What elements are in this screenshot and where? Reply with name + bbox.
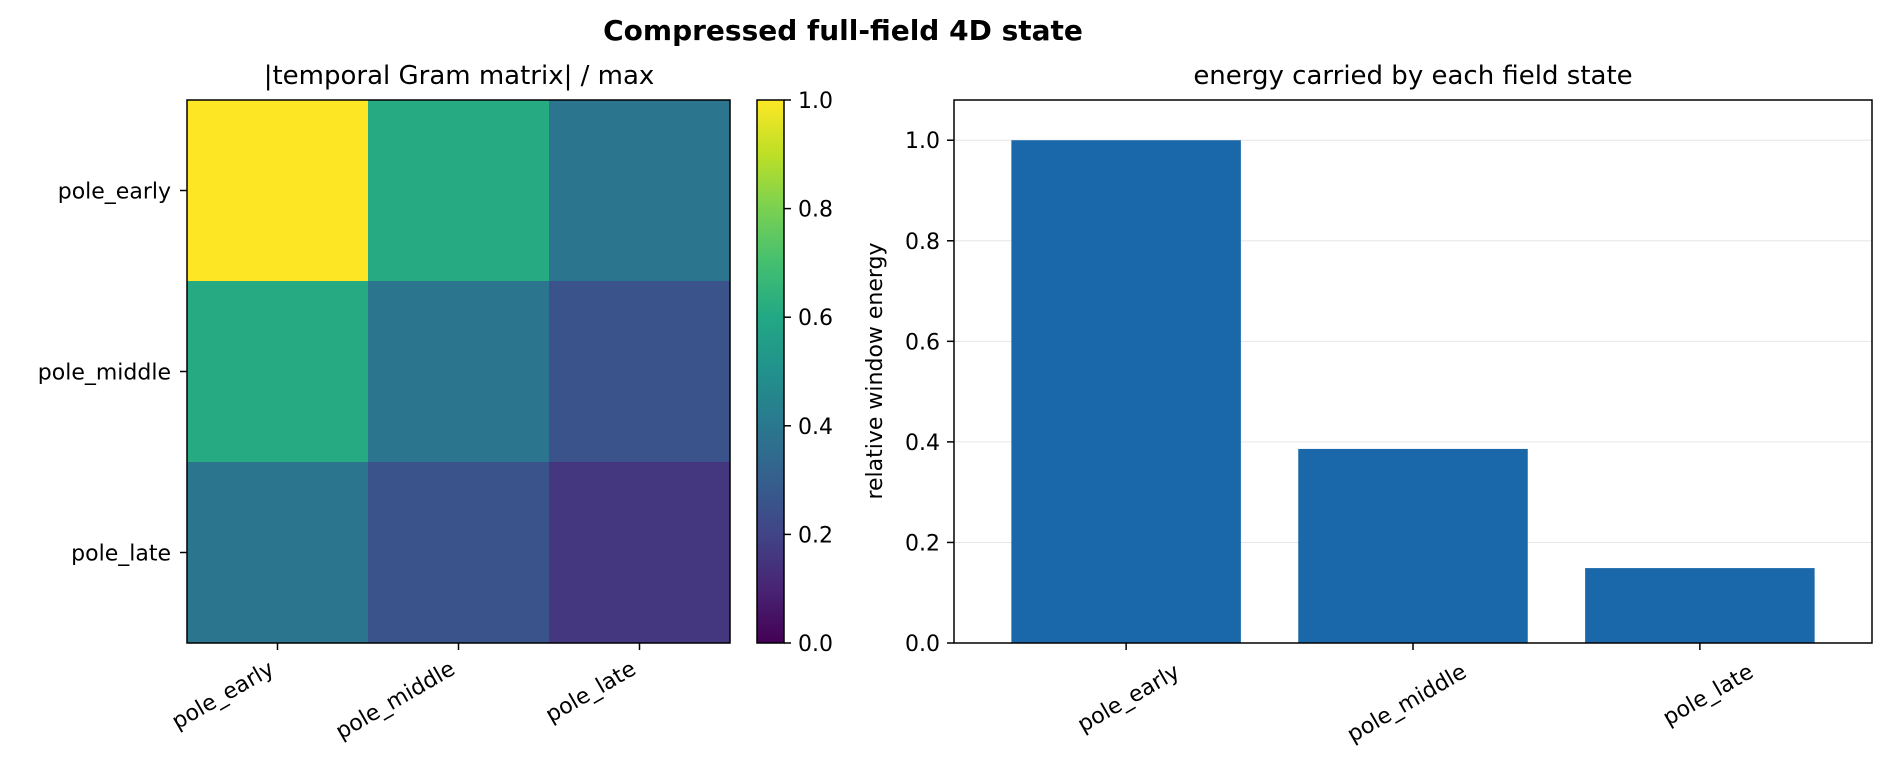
heatmap-x-tick-label: pole_early bbox=[168, 657, 279, 735]
heatmap-cell bbox=[187, 100, 369, 282]
energy-bar bbox=[1298, 448, 1528, 643]
colorbar: 0.0 0.2 0.4 0.6 0.8 1.0 bbox=[756, 89, 833, 657]
heatmap-x-tick-label: pole_middle bbox=[332, 657, 460, 745]
bar-series bbox=[1011, 140, 1815, 643]
heatmap-y-tick-label: pole_late bbox=[71, 542, 171, 567]
heatmap-cell bbox=[368, 281, 550, 463]
heatmap-cell bbox=[368, 462, 550, 644]
heatmap-y-ticks: pole_early pole_middle pole_late bbox=[38, 180, 187, 567]
colorbar-ticks: 0.0 0.2 0.4 0.6 0.8 1.0 bbox=[784, 89, 833, 657]
colorbar-tick-label: 0.0 bbox=[798, 632, 833, 657]
colorbar-tick-label: 0.4 bbox=[798, 415, 833, 440]
bar-chart-title: energy carried by each field state bbox=[1193, 61, 1632, 91]
heatmap-y-tick-label: pole_early bbox=[58, 180, 171, 205]
colorbar-gradient bbox=[756, 99, 785, 644]
heatmap-cell bbox=[187, 281, 369, 463]
bar-y-ticks: 0.0 0.2 0.4 0.6 0.8 1.0 bbox=[905, 129, 954, 657]
colorbar-tick-label: 0.6 bbox=[798, 306, 833, 331]
colorbar-tick-label: 0.8 bbox=[798, 198, 833, 223]
heatmap-cell bbox=[549, 100, 731, 282]
figure-title: Compressed full-field 4D state bbox=[603, 14, 1083, 47]
bar-y-axis-label: relative window energy bbox=[863, 242, 888, 499]
bar-y-tick-label: 0.0 bbox=[905, 632, 940, 657]
energy-bar-panel: energy carried by each field state 0.00.… bbox=[863, 61, 1873, 748]
gram-heatmap-panel: |temporal Gram matrix| / max pole_earlyp… bbox=[38, 61, 731, 745]
heatmap-cell bbox=[549, 281, 731, 463]
bar-x-tick-label: pole_middle bbox=[1343, 660, 1471, 748]
bar-x-tick-label: pole_late bbox=[1659, 660, 1758, 732]
heatmap-x-ticks: pole_early pole_middle pole_late bbox=[168, 643, 641, 745]
bar-y-tick-label: 0.6 bbox=[905, 330, 940, 355]
bar-x-ticks: pole_early pole_middle pole_late bbox=[1074, 643, 1758, 748]
bar-y-tick-label: 0.8 bbox=[905, 230, 940, 255]
bar-y-tick-label: 0.2 bbox=[905, 531, 940, 556]
energy-bar bbox=[1011, 140, 1241, 643]
heatmap-y-tick-label: pole_middle bbox=[38, 361, 171, 386]
energy-bar bbox=[1585, 568, 1815, 643]
heatmap-cell bbox=[187, 462, 369, 644]
heatmap-title: |temporal Gram matrix| / max bbox=[264, 61, 655, 91]
bar-x-tick-label: pole_early bbox=[1074, 660, 1185, 738]
colorbar-tick-label: 1.0 bbox=[798, 89, 833, 114]
heatmap-cell bbox=[368, 100, 550, 282]
heatmap-x-tick-label: pole_late bbox=[542, 657, 641, 729]
heatmap-cell bbox=[549, 462, 731, 644]
colorbar-tick-label: 0.2 bbox=[798, 523, 833, 548]
bar-y-tick-label: 0.4 bbox=[905, 431, 940, 456]
bar-y-tick-label: 1.0 bbox=[905, 129, 940, 154]
heatmap-cells bbox=[187, 100, 731, 644]
